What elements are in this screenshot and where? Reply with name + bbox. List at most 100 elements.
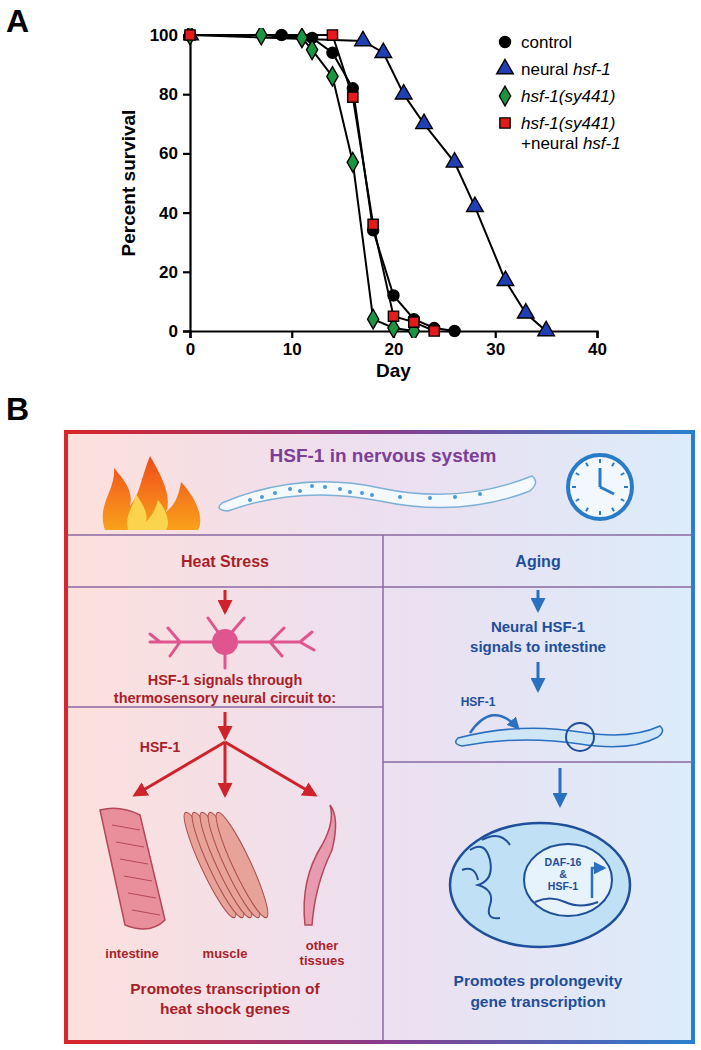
column-heading: Aging (515, 553, 560, 570)
axis-line (183, 36, 191, 332)
legend-marker (500, 118, 510, 128)
tick-label: 20 (385, 340, 404, 359)
nucleus-label: DAF-16 (545, 856, 582, 868)
tissue-icon (304, 805, 335, 925)
tick-label: 100 (150, 26, 178, 45)
step-text: HSF-1 signals through (148, 672, 303, 688)
series-marker (446, 153, 463, 167)
tissue-label: muscle (203, 946, 248, 961)
series-marker (185, 30, 196, 41)
arrow (224, 742, 227, 795)
panel-label: A (6, 3, 29, 39)
series-marker (327, 47, 338, 58)
tick: 20 (159, 263, 190, 282)
tick-mark (183, 330, 190, 332)
legend-marker (497, 59, 514, 73)
tick-mark (183, 94, 190, 96)
series-marker (467, 197, 484, 211)
arrow (537, 662, 540, 690)
series-marker (276, 30, 287, 41)
neuron-dot (310, 484, 314, 488)
intestine-fold (132, 910, 160, 915)
factor-label: HSF-1 (461, 695, 496, 709)
intestine-fold (128, 893, 156, 898)
intestine-fold (116, 842, 144, 847)
nucleus-label: HSF-1 (548, 880, 578, 892)
series-marker (327, 30, 337, 40)
series-marker (416, 114, 433, 128)
legend: controlneural hsf-1hsf-1(sy441)hsf-1(sy4… (497, 33, 621, 153)
neuron-dot (323, 485, 327, 489)
column-heading: Heat Stress (181, 553, 269, 570)
neuron-dot (398, 495, 402, 499)
divider (68, 534, 691, 536)
tick-label: 80 (159, 85, 178, 104)
outcome-text: Promotes prolongevity (454, 972, 623, 989)
diagram-title: HSF-1 in nervous system (269, 445, 496, 466)
tick-label: 30 (486, 340, 505, 359)
series-marker (185, 30, 195, 40)
outcome-text: Promotes transcription of (130, 980, 320, 997)
neuron-dot (453, 495, 457, 499)
series-marker (388, 311, 398, 321)
series-marker (368, 219, 378, 229)
neuron-dot (288, 487, 292, 491)
clock-tick (624, 486, 628, 488)
neuron-dot (273, 491, 277, 495)
tick-label: 60 (159, 144, 178, 163)
clock-tick (621, 499, 624, 501)
outcome-text: gene transcription (470, 993, 605, 1010)
muscle-icon (209, 809, 274, 922)
neuron-dot (370, 493, 374, 497)
legend-label: neural hsf-1 (521, 60, 611, 79)
tick: 40 (588, 331, 607, 359)
fire-icon (127, 494, 168, 530)
arrow (225, 742, 315, 795)
legend-label: hsf-1(sy441)+neural hsf-1 (521, 114, 621, 153)
dna-icon (535, 899, 598, 906)
series-marker (538, 321, 555, 335)
divider (68, 706, 383, 708)
neuron-dot (478, 492, 482, 496)
tick: 0 (169, 322, 190, 341)
clock-hand (600, 487, 614, 494)
neuron-dot (428, 496, 432, 500)
neuron-icon (212, 629, 238, 655)
series-marker (306, 40, 317, 60)
legend-label: hsf-1(sy441) (521, 87, 615, 106)
outcome-text: heat shock genes (160, 1000, 290, 1017)
step-text: thermosensory neural circuit to: (114, 690, 336, 706)
neuron-icon (150, 618, 314, 668)
intestine-icon (100, 808, 165, 929)
nucleus-label: & (559, 868, 567, 880)
clock-tick (612, 508, 614, 511)
intestine-fold (124, 876, 152, 881)
series-marker (183, 28, 198, 40)
y-axis: 020406080100 (150, 26, 191, 341)
bent-arrow (592, 868, 604, 898)
tick-label: 10 (283, 340, 302, 359)
worm-icon (219, 476, 535, 511)
clock-tick (612, 463, 614, 466)
series-marker (355, 31, 372, 45)
tissue-label: other (306, 938, 339, 953)
clock-tick (599, 459, 601, 463)
tick-label: 40 (588, 340, 607, 359)
arrow (559, 768, 562, 805)
figure: AB010203040020406080100DayPercent surviv… (0, 0, 701, 1050)
intestine-fold (120, 859, 148, 864)
series-marker (296, 28, 307, 48)
x-axis-title: Day (376, 360, 411, 381)
figure-svg: AB010203040020406080100DayPercent surviv… (0, 0, 701, 1050)
arrow (135, 742, 225, 795)
diagram-frame (66, 432, 693, 1042)
tick: 0 (186, 331, 195, 359)
tick: 30 (486, 331, 505, 359)
neuron-dot (260, 495, 264, 499)
tick-mark (495, 331, 497, 338)
arrow (537, 590, 540, 610)
arrow (224, 590, 227, 612)
tick: 80 (159, 85, 190, 104)
neuron-dot (360, 491, 364, 495)
tick-label: 0 (186, 340, 195, 359)
